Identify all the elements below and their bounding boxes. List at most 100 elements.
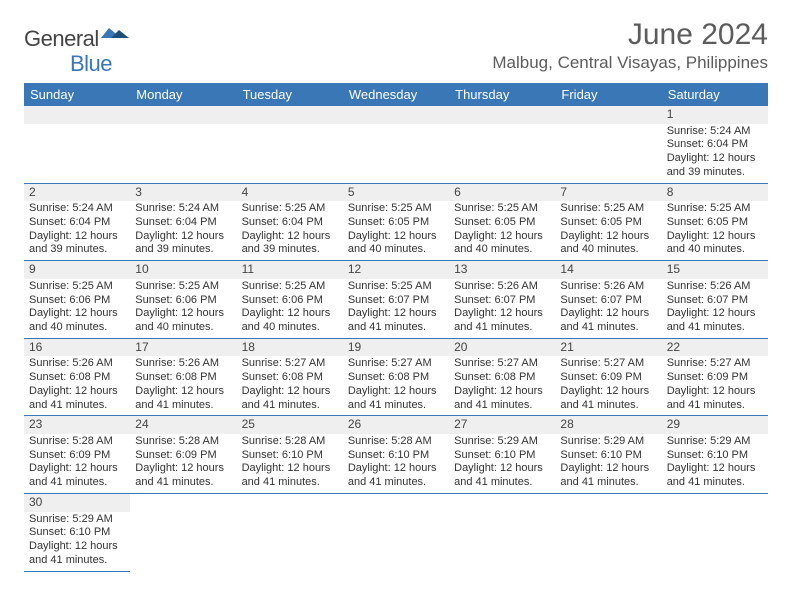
flag-icon — [101, 24, 131, 45]
calendar-body: 1 Sunrise: 5:24 AMSunset: 6:04 PMDaylight… — [24, 106, 768, 571]
calendar-week: 1Sunrise: 5:24 AMSunset: 6:04 PMDaylight… — [24, 106, 768, 183]
calendar-cell: 11Sunrise: 5:25 AMSunset: 6:06 PMDayligh… — [237, 261, 343, 339]
day-number: 10 — [130, 261, 236, 279]
calendar-cell: 7Sunrise: 5:25 AMSunset: 6:05 PMDaylight… — [555, 183, 661, 261]
month-title: June 2024 — [492, 18, 768, 51]
day-info: Sunrise: 5:25 AMSunset: 6:04 PMDaylight:… — [237, 201, 343, 260]
calendar-cell: 14Sunrise: 5:26 AMSunset: 6:07 PMDayligh… — [555, 261, 661, 339]
day-number: 24 — [130, 416, 236, 434]
calendar-cell — [130, 106, 236, 183]
day-info: Sunrise: 5:29 AMSunset: 6:10 PMDaylight:… — [449, 434, 555, 493]
day-info: Sunrise: 5:29 AMSunset: 6:10 PMDaylight:… — [555, 434, 661, 493]
day-number: 20 — [449, 339, 555, 357]
calendar-cell: 17Sunrise: 5:26 AMSunset: 6:08 PMDayligh… — [130, 338, 236, 416]
calendar-cell: 26Sunrise: 5:28 AMSunset: 6:10 PMDayligh… — [343, 416, 449, 494]
calendar-cell — [343, 493, 449, 571]
title-block: June 2024 Malbug, Central Visayas, Phili… — [492, 18, 768, 73]
calendar-cell — [555, 493, 661, 571]
day-number: 9 — [24, 261, 130, 279]
day-number: 26 — [343, 416, 449, 434]
calendar-cell — [237, 106, 343, 183]
day-info: Sunrise: 5:26 AMSunset: 6:08 PMDaylight:… — [130, 356, 236, 415]
calendar-week: 2Sunrise: 5:24 AMSunset: 6:04 PMDaylight… — [24, 183, 768, 261]
calendar-table: SundayMondayTuesdayWednesdayThursdayFrid… — [24, 83, 768, 572]
empty-daynum — [449, 106, 555, 124]
day-number: 22 — [662, 339, 768, 357]
day-number: 1 — [662, 106, 768, 124]
day-number: 30 — [24, 494, 130, 512]
calendar-cell: 15Sunrise: 5:26 AMSunset: 6:07 PMDayligh… — [662, 261, 768, 339]
calendar-cell: 3Sunrise: 5:24 AMSunset: 6:04 PMDaylight… — [130, 183, 236, 261]
day-info: Sunrise: 5:27 AMSunset: 6:08 PMDaylight:… — [343, 356, 449, 415]
calendar-cell: 24Sunrise: 5:28 AMSunset: 6:09 PMDayligh… — [130, 416, 236, 494]
day-number: 2 — [24, 184, 130, 202]
day-info: Sunrise: 5:25 AMSunset: 6:06 PMDaylight:… — [130, 279, 236, 338]
day-info: Sunrise: 5:29 AMSunset: 6:10 PMDaylight:… — [24, 512, 130, 571]
empty-daynum — [130, 106, 236, 124]
day-number: 17 — [130, 339, 236, 357]
calendar-cell: 9Sunrise: 5:25 AMSunset: 6:06 PMDaylight… — [24, 261, 130, 339]
weekday-row: SundayMondayTuesdayWednesdayThursdayFrid… — [24, 83, 768, 106]
day-info: Sunrise: 5:27 AMSunset: 6:08 PMDaylight:… — [449, 356, 555, 415]
day-number: 11 — [237, 261, 343, 279]
day-number: 21 — [555, 339, 661, 357]
logo: General — [24, 24, 131, 53]
day-info: Sunrise: 5:29 AMSunset: 6:10 PMDaylight:… — [662, 434, 768, 493]
empty-daynum — [555, 106, 661, 124]
day-number: 5 — [343, 184, 449, 202]
day-number: 12 — [343, 261, 449, 279]
location-line: Malbug, Central Visayas, Philippines — [492, 53, 768, 73]
empty-daynum — [343, 106, 449, 124]
calendar-cell: 8Sunrise: 5:25 AMSunset: 6:05 PMDaylight… — [662, 183, 768, 261]
day-info: Sunrise: 5:24 AMSunset: 6:04 PMDaylight:… — [130, 201, 236, 260]
weekday-header: Thursday — [449, 83, 555, 106]
day-info: Sunrise: 5:24 AMSunset: 6:04 PMDaylight:… — [24, 201, 130, 260]
calendar-cell: 28Sunrise: 5:29 AMSunset: 6:10 PMDayligh… — [555, 416, 661, 494]
day-number: 25 — [237, 416, 343, 434]
calendar-cell — [343, 106, 449, 183]
calendar-cell: 30Sunrise: 5:29 AMSunset: 6:10 PMDayligh… — [24, 493, 130, 571]
day-number: 7 — [555, 184, 661, 202]
calendar-head: SundayMondayTuesdayWednesdayThursdayFrid… — [24, 83, 768, 106]
calendar-cell: 20Sunrise: 5:27 AMSunset: 6:08 PMDayligh… — [449, 338, 555, 416]
day-info: Sunrise: 5:28 AMSunset: 6:09 PMDaylight:… — [24, 434, 130, 493]
weekday-header: Tuesday — [237, 83, 343, 106]
day-number: 13 — [449, 261, 555, 279]
day-info: Sunrise: 5:28 AMSunset: 6:09 PMDaylight:… — [130, 434, 236, 493]
calendar-week: 23Sunrise: 5:28 AMSunset: 6:09 PMDayligh… — [24, 416, 768, 494]
calendar-cell: 18Sunrise: 5:27 AMSunset: 6:08 PMDayligh… — [237, 338, 343, 416]
day-info: Sunrise: 5:25 AMSunset: 6:05 PMDaylight:… — [662, 201, 768, 260]
weekday-header: Monday — [130, 83, 236, 106]
day-number: 4 — [237, 184, 343, 202]
day-number: 14 — [555, 261, 661, 279]
day-number: 27 — [449, 416, 555, 434]
day-number: 29 — [662, 416, 768, 434]
calendar-cell: 21Sunrise: 5:27 AMSunset: 6:09 PMDayligh… — [555, 338, 661, 416]
day-number: 15 — [662, 261, 768, 279]
calendar-cell: 13Sunrise: 5:26 AMSunset: 6:07 PMDayligh… — [449, 261, 555, 339]
calendar-week: 30Sunrise: 5:29 AMSunset: 6:10 PMDayligh… — [24, 493, 768, 571]
day-info: Sunrise: 5:26 AMSunset: 6:07 PMDaylight:… — [555, 279, 661, 338]
calendar-cell: 5Sunrise: 5:25 AMSunset: 6:05 PMDaylight… — [343, 183, 449, 261]
logo-text-blue: Blue — [70, 51, 112, 76]
calendar-cell — [555, 106, 661, 183]
day-info: Sunrise: 5:25 AMSunset: 6:07 PMDaylight:… — [343, 279, 449, 338]
calendar-cell: 22Sunrise: 5:27 AMSunset: 6:09 PMDayligh… — [662, 338, 768, 416]
day-number: 16 — [24, 339, 130, 357]
calendar-cell: 1Sunrise: 5:24 AMSunset: 6:04 PMDaylight… — [662, 106, 768, 183]
day-info: Sunrise: 5:25 AMSunset: 6:06 PMDaylight:… — [237, 279, 343, 338]
calendar-cell: 4Sunrise: 5:25 AMSunset: 6:04 PMDaylight… — [237, 183, 343, 261]
day-number: 23 — [24, 416, 130, 434]
calendar-cell — [237, 493, 343, 571]
weekday-header: Sunday — [24, 83, 130, 106]
day-info: Sunrise: 5:25 AMSunset: 6:05 PMDaylight:… — [555, 201, 661, 260]
calendar-page: General June 2024 Malbug, Central Visaya… — [0, 0, 792, 572]
day-number: 6 — [449, 184, 555, 202]
calendar-cell — [24, 106, 130, 183]
day-info: Sunrise: 5:26 AMSunset: 6:08 PMDaylight:… — [24, 356, 130, 415]
empty-daynum — [24, 106, 130, 124]
logo-text-general: General — [24, 26, 99, 52]
calendar-cell: 6Sunrise: 5:25 AMSunset: 6:05 PMDaylight… — [449, 183, 555, 261]
day-info: Sunrise: 5:27 AMSunset: 6:09 PMDaylight:… — [555, 356, 661, 415]
day-info: Sunrise: 5:26 AMSunset: 6:07 PMDaylight:… — [449, 279, 555, 338]
